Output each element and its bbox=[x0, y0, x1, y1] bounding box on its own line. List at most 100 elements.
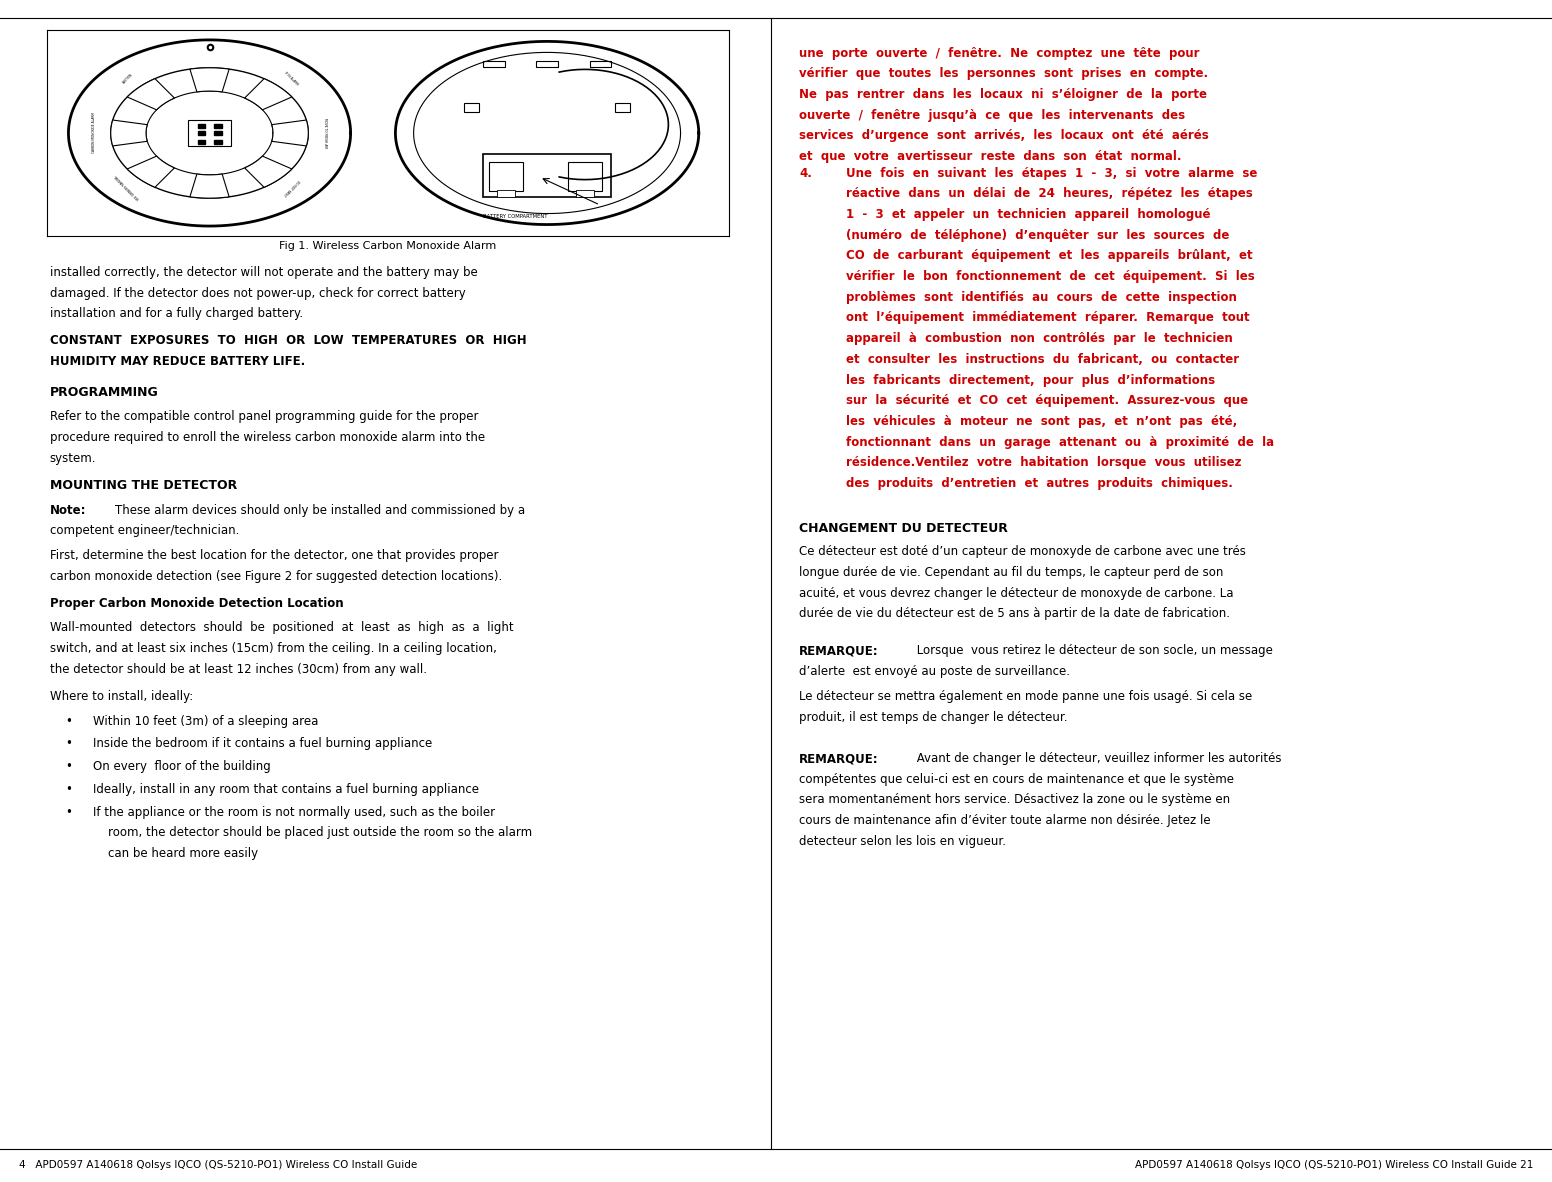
Text: réactive  dans  un  délai  de  24  heures,  répétez  les  étapes: réactive dans un délai de 24 heures, rép… bbox=[846, 187, 1252, 200]
Text: sera momentanément hors service. Désactivez la zone ou le système en: sera momentanément hors service. Désacti… bbox=[799, 793, 1231, 806]
Bar bbox=[197, 139, 205, 143]
Text: •: • bbox=[65, 760, 71, 773]
Text: These alarm devices should only be installed and commissioned by a: These alarm devices should only be insta… bbox=[115, 504, 525, 517]
Text: If the appliance or the room is not normally used, such as the boiler: If the appliance or the room is not norm… bbox=[93, 805, 495, 818]
Text: detecteur selon les lois en vigueur.: detecteur selon les lois en vigueur. bbox=[799, 834, 1006, 847]
Text: CAUTION: CAUTION bbox=[121, 73, 133, 85]
Text: Within 10 feet (3m) of a sleeping area: Within 10 feet (3m) of a sleeping area bbox=[93, 714, 318, 727]
Text: les  fabricants  directement,  pour  plus  d’informations: les fabricants directement, pour plus d’… bbox=[846, 374, 1215, 387]
Text: On every  ﬂoor of the building: On every ﬂoor of the building bbox=[93, 760, 272, 773]
Text: procedure required to enroll the wireless carbon monoxide alarm into the: procedure required to enroll the wireles… bbox=[50, 431, 484, 444]
Text: competent engineer/technician.: competent engineer/technician. bbox=[50, 524, 239, 537]
Text: problèmes  sont  identifiés  au  cours  de  cette  inspection: problèmes sont identifiés au cours de ce… bbox=[846, 291, 1237, 304]
Polygon shape bbox=[110, 121, 147, 145]
Text: •: • bbox=[65, 805, 71, 818]
Text: SEE OWNERS MANUAL: SEE OWNERS MANUAL bbox=[115, 174, 141, 200]
Text: CO  de  carburant  équipement  et  les  appareils  brûlant,  et: CO de carburant équipement et les appare… bbox=[846, 249, 1252, 262]
Polygon shape bbox=[272, 121, 309, 145]
Text: Avant de changer le détecteur, veuillez informer les autorités: Avant de changer le détecteur, veuillez … bbox=[913, 752, 1280, 765]
Bar bbox=[214, 139, 222, 143]
Text: HUMIDITY MAY REDUCE BATTERY LIFE.: HUMIDITY MAY REDUCE BATTERY LIFE. bbox=[50, 355, 304, 368]
Text: produit, il est temps de changer le détecteur.: produit, il est temps de changer le déte… bbox=[799, 710, 1068, 723]
Text: d’alerte  est envoyé au poste de surveillance.: d’alerte est envoyé au poste de surveill… bbox=[799, 665, 1071, 678]
Bar bbox=[197, 124, 205, 128]
Text: (numéro  de  téléphone)  d’enquêter  sur  les  sources  de: (numéro de téléphone) d’enquêter sur les… bbox=[846, 228, 1229, 241]
Bar bbox=[489, 162, 523, 191]
Text: 4   APD0597 A140618 Qolsys IQCO (QS-5210-PO1) Wireless CO Install Guide: 4 APD0597 A140618 Qolsys IQCO (QS-5210-P… bbox=[19, 1161, 417, 1170]
Bar bbox=[576, 190, 594, 196]
Text: acuité, et vous devrez changer le détecteur de monoxyde de carbone. La: acuité, et vous devrez changer le détect… bbox=[799, 586, 1234, 599]
Text: damaged. If the detector does not power-up, check for correct battery: damaged. If the detector does not power-… bbox=[50, 286, 466, 299]
Text: longue durée de vie. Cependant au fil du temps, le capteur perd de son: longue durée de vie. Cependant au fil du… bbox=[799, 566, 1223, 579]
Text: •: • bbox=[65, 782, 71, 795]
Text: •: • bbox=[65, 738, 71, 751]
Text: une  porte  ouverte  /  fenêtre.  Ne  comptez  une  tête  pour: une porte ouverte / fenêtre. Ne comptez … bbox=[799, 47, 1200, 59]
Text: switch, and at least six inches (15cm) from the ceiling. In a ceiling location,: switch, and at least six inches (15cm) f… bbox=[50, 642, 497, 655]
Bar bbox=[197, 131, 205, 135]
Text: can be heard more easily: can be heard more easily bbox=[93, 846, 258, 859]
Text: REMARQUE:: REMARQUE: bbox=[799, 752, 878, 765]
Text: compétentes que celui-ci est en cours de maintenance et que le système: compétentes que celui-ci est en cours de… bbox=[799, 773, 1234, 786]
Polygon shape bbox=[127, 79, 174, 110]
Text: APD0597 A140618 Qolsys IQCO (QS-5210-PO1) Wireless CO Install Guide 21: APD0597 A140618 Qolsys IQCO (QS-5210-PO1… bbox=[1135, 1161, 1533, 1170]
Text: fonctionnant  dans  un  garage  attenant  ou  à  proximité  de  la: fonctionnant dans un garage attenant ou … bbox=[846, 435, 1274, 448]
Bar bbox=[214, 124, 222, 128]
Text: résidence.Ventilez  votre  habitation  lorsque  vous  utilisez: résidence.Ventilez votre habitation lors… bbox=[846, 456, 1242, 469]
Text: DO NOT PAINT: DO NOT PAINT bbox=[282, 178, 300, 196]
Polygon shape bbox=[127, 156, 174, 187]
Text: appareil  à  combustion  non  contrôlés  par  le  technicien: appareil à combustion non contrôlés par … bbox=[846, 332, 1232, 345]
Bar bbox=[483, 154, 611, 196]
Polygon shape bbox=[245, 79, 292, 110]
Text: Ne  pas  rentrer  dans  les  locaux  ni  s’éloigner  de  la  porte: Ne pas rentrer dans les locaux ni s’éloi… bbox=[799, 89, 1207, 100]
Text: CHANGEMENT DU DETECTEUR: CHANGEMENT DU DETECTEUR bbox=[799, 522, 1009, 535]
Text: vérifier  le  bon  fonctionnement  de  cet  équipement.  Si  les: vérifier le bon fonctionnement de cet éq… bbox=[846, 269, 1254, 282]
Text: First, determine the best location for the detector, one that provides proper: First, determine the best location for t… bbox=[50, 548, 498, 561]
Text: Wall-mounted  detectors  should  be  positioned  at  least  as  high  as  a  lig: Wall-mounted detectors should be positio… bbox=[50, 622, 514, 635]
Text: sur  la  sécurité  et  CO  cet  équipement.  Assurez-vous  que: sur la sécurité et CO cet équipement. As… bbox=[846, 394, 1248, 407]
Text: les  véhicules  à  moteur  ne  sont  pas,  et  n’ont  pas  été,: les véhicules à moteur ne sont pas, et n… bbox=[846, 415, 1237, 428]
Text: the detector should be at least 12 inches (30cm) from any wall.: the detector should be at least 12 inche… bbox=[50, 663, 427, 676]
Text: Ce détecteur est doté d’un capteur de monoxyde de carbone avec une trés: Ce détecteur est doté d’un capteur de mo… bbox=[799, 545, 1246, 558]
Text: carbon monoxide detection (see Figure 2 for suggested detection locations).: carbon monoxide detection (see Figure 2 … bbox=[50, 570, 501, 583]
Polygon shape bbox=[189, 174, 230, 199]
Text: installed correctly, the detector will not operate and the battery may be: installed correctly, the detector will n… bbox=[50, 266, 478, 279]
Text: et  que  votre  avertisseur  reste  dans  son  état  normal.: et que votre avertisseur reste dans son … bbox=[799, 150, 1181, 163]
Text: IF IN ALARM: IF IN ALARM bbox=[284, 71, 300, 86]
Text: Proper Carbon Monoxide Detection Location: Proper Carbon Monoxide Detection Locatio… bbox=[50, 597, 343, 610]
Polygon shape bbox=[245, 156, 292, 187]
Text: ont  l’équipement  immédiatement  réparer.  Remarque  tout: ont l’équipement immédiatement réparer. … bbox=[846, 311, 1249, 324]
Text: CONSTANT  EXPOSURES  TO  HIGH  OR  LOW  TEMPERATURES  OR  HIGH: CONSTANT EXPOSURES TO HIGH OR LOW TEMPER… bbox=[50, 333, 526, 346]
Bar bbox=[568, 162, 602, 191]
Text: ouverte  /  fenêtre  jusqu’à  ce  que  les  intervenants  des: ouverte / fenêtre jusqu’à ce que les int… bbox=[799, 109, 1186, 122]
Text: CARBON MONOXIDE ALARM: CARBON MONOXIDE ALARM bbox=[92, 112, 96, 154]
Text: Une  fois  en  suivant  les  étapes  1  -  3,  si  votre  alarme  se: Une fois en suivant les étapes 1 - 3, si… bbox=[846, 167, 1257, 180]
Text: installation and for a fully charged battery.: installation and for a fully charged bat… bbox=[50, 307, 303, 320]
Bar bbox=[464, 103, 480, 112]
Text: PROGRAMMING: PROGRAMMING bbox=[50, 385, 158, 398]
Text: Refer to the compatible control panel programming guide for the proper: Refer to the compatible control panel pr… bbox=[50, 410, 478, 423]
Text: MOVE TO FRESH AIR: MOVE TO FRESH AIR bbox=[323, 118, 327, 148]
Text: 4.: 4. bbox=[799, 167, 812, 180]
Text: Lorsque  vous retirez le détecteur de son socle, un message: Lorsque vous retirez le détecteur de son… bbox=[913, 644, 1273, 657]
Text: system.: system. bbox=[50, 452, 96, 465]
Text: 1  -  3  et  appeler  un  technicien  appareil  homologué: 1 - 3 et appeler un technicien appareil … bbox=[846, 208, 1211, 221]
Text: des  produits  d’entretien  et  autres  produits  chimiques.: des produits d’entretien et autres produ… bbox=[846, 476, 1232, 489]
Text: cours de maintenance afin d’éviter toute alarme non désirée. Jetez le: cours de maintenance afin d’éviter toute… bbox=[799, 814, 1211, 827]
Text: REMARQUE:: REMARQUE: bbox=[799, 644, 878, 657]
Text: Note:: Note: bbox=[50, 504, 87, 517]
Text: Fig 1. Wireless Carbon Monoxide Alarm: Fig 1. Wireless Carbon Monoxide Alarm bbox=[279, 241, 497, 251]
Text: Inside the bedroom if it contains a fuel burning appliance: Inside the bedroom if it contains a fuel… bbox=[93, 738, 433, 751]
Text: BATTERY COMPARTMENT: BATTERY COMPARTMENT bbox=[483, 214, 548, 219]
Bar bbox=[590, 61, 611, 67]
Bar bbox=[483, 61, 504, 67]
Bar bbox=[214, 131, 222, 135]
Text: services  d’urgence  sont  arrivés,  les  locaux  ont  été  aérés: services d’urgence sont arrivés, les loc… bbox=[799, 129, 1209, 142]
Text: vérifier  que  toutes  les  personnes  sont  prises  en  compte.: vérifier que toutes les personnes sont p… bbox=[799, 67, 1209, 80]
Text: durée de vie du détecteur est de 5 ans à partir de la date de fabrication.: durée de vie du détecteur est de 5 ans à… bbox=[799, 608, 1231, 621]
Text: Ideally, install in any room that contains a fuel burning appliance: Ideally, install in any room that contai… bbox=[93, 782, 480, 795]
Bar bbox=[537, 61, 557, 67]
Bar bbox=[497, 190, 515, 196]
Text: et  consulter  les  instructions  du  fabricant,  ou  contacter: et consulter les instructions du fabrica… bbox=[846, 352, 1238, 365]
Polygon shape bbox=[189, 67, 230, 92]
Text: room, the detector should be placed just outside the room so the alarm: room, the detector should be placed just… bbox=[93, 826, 532, 839]
